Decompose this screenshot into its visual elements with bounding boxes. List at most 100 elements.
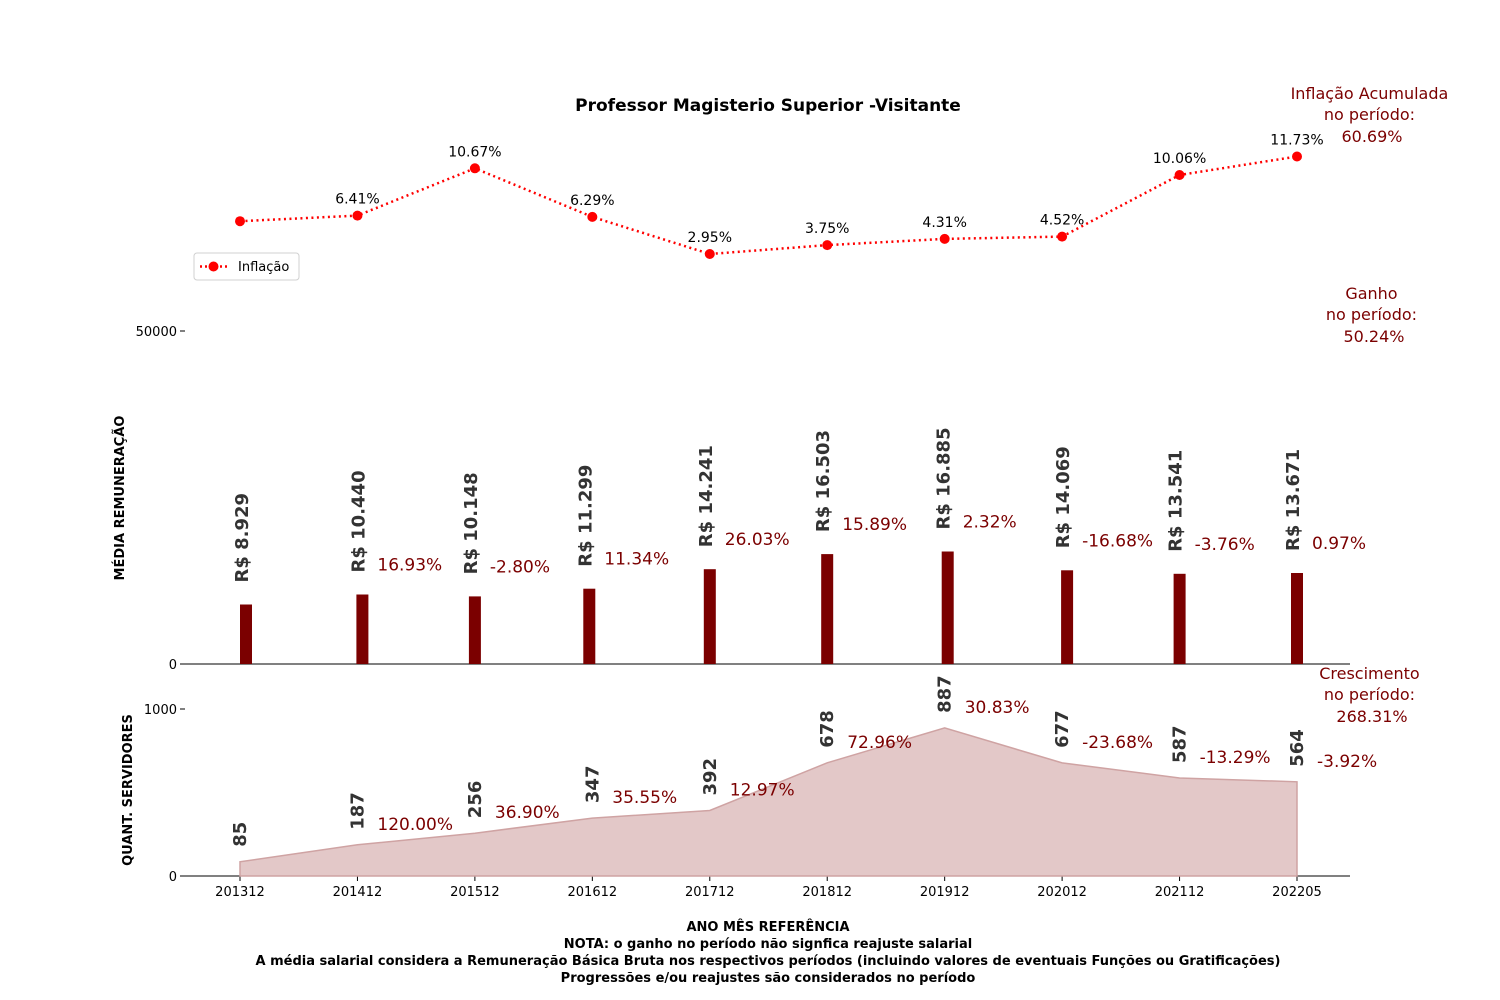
headcount-growth-label: -23.68%	[1082, 733, 1153, 753]
headcount-annotation-line-3: 268.31%	[1336, 707, 1407, 726]
inflation-data-label: 10.67%	[448, 144, 501, 160]
salary-value-label: R$ 8.929	[232, 493, 253, 583]
headcount-value-label: 587	[1170, 725, 1191, 763]
salary-value-label: R$ 13.671	[1283, 449, 1304, 551]
salary-growth-label: -2.80%	[490, 557, 550, 577]
x-tick-label: 202205	[1272, 885, 1322, 900]
headcount-growth-label: 35.55%	[612, 788, 677, 808]
headcount-value-label: 887	[935, 675, 956, 713]
inflation-data-label: 11.73%	[1270, 133, 1323, 149]
salary-growth-label: -3.76%	[1195, 535, 1255, 555]
inflation-annotation-line-2: no período:	[1324, 105, 1415, 124]
salary-growth-label: -16.68%	[1082, 531, 1153, 551]
headcount-value-label: 678	[817, 710, 838, 748]
salary-value-label: R$ 14.069	[1053, 446, 1074, 548]
inflation-point	[352, 210, 363, 221]
salary-value-label: R$ 13.541	[1166, 450, 1187, 552]
salary-bar	[356, 594, 369, 664]
x-tick-label: 202112	[1155, 885, 1205, 900]
salary-annotation: Ganho no período: 50.24%	[1326, 284, 1422, 346]
headcount-growth-label: -3.92%	[1317, 752, 1377, 772]
x-tick-label: 201412	[333, 885, 383, 900]
headcount-annotation-line-2: no período:	[1324, 685, 1415, 704]
headcount-growth-label: 36.90%	[495, 803, 560, 823]
salary-growth-label: 16.93%	[377, 556, 442, 576]
inflation-data-label: 10.06%	[1153, 151, 1206, 167]
salary-bar	[941, 551, 954, 664]
salary-bar	[1291, 573, 1303, 664]
headcount-value-label: 347	[582, 766, 603, 804]
headcount-y-axis-label: QUANT. SERVIDORES	[121, 714, 136, 866]
salary-growth-label: 11.34%	[604, 550, 669, 570]
headcount-growth-label: 12.97%	[730, 781, 795, 801]
salary-y-tick-label: 50000	[136, 325, 177, 340]
inflation-annotation-line-1: Inflação Acumulada	[1291, 84, 1449, 103]
salary-bar	[1173, 573, 1186, 664]
x-tick-label: 201812	[802, 885, 852, 900]
headcount-growth-label: -13.29%	[1200, 748, 1271, 768]
inflation-data-label: 6.29%	[570, 193, 614, 209]
inflation-point	[822, 240, 833, 251]
x-tick-label: 201512	[450, 885, 500, 900]
legend-label: Inflação	[238, 260, 289, 275]
salary-value-label: R$ 10.440	[348, 470, 369, 572]
x-tick-label: 201912	[920, 885, 970, 900]
inflation-annotation: Inflação Acumulada no período: 60.69%	[1291, 84, 1454, 146]
headcount-value-label: 564	[1287, 729, 1308, 767]
note-line-3: Progressões e/ou reajustes são considera…	[561, 971, 976, 986]
salary-growth-label: 0.97%	[1312, 534, 1366, 554]
inflation-point	[235, 216, 245, 227]
salary-annotation-line-3: 50.24%	[1343, 327, 1404, 346]
headcount-area-fill	[239, 727, 1298, 877]
legend-box	[193, 252, 300, 281]
salary-axes: 0 50000	[136, 325, 1350, 673]
headcount-value-label: 677	[1052, 710, 1073, 748]
salary-annotation-line-1: Ganho	[1345, 284, 1397, 303]
salary-bar	[1061, 570, 1074, 664]
salary-growth-label: 26.03%	[725, 530, 790, 550]
salary-bar	[703, 569, 716, 664]
salary-y-axis-label: MÉDIA REMUNERAÇÃO	[112, 416, 128, 581]
salary-value-label: R$ 16.503	[813, 430, 834, 532]
inflation-point	[587, 211, 598, 222]
legend-marker	[208, 261, 219, 272]
inflation-point	[1174, 170, 1185, 180]
inflation-legend: Inflação	[193, 252, 300, 281]
inflation-panel: 6.41% 10.67% 6.29% 2.95% 3.75% 4.31% 4.52% 10.0…	[235, 133, 1324, 259]
inflation-data-label: 2.95%	[688, 230, 732, 246]
inflation-line	[239, 155, 1298, 256]
inflation-point	[704, 249, 715, 259]
x-tick-label: 201712	[685, 885, 735, 900]
headcount-value-label: 85	[230, 822, 251, 847]
x-tick-label: 201312	[215, 885, 265, 900]
headcount-annotation-line-1: Crescimento	[1319, 664, 1419, 683]
note-line-1: NOTA: o ganho no período não signfica re…	[564, 937, 972, 952]
inflation-annotation-line-3: 60.69%	[1341, 127, 1402, 146]
salary-value-label: R$ 16.885	[934, 427, 955, 529]
headcount-y-tick-label: 0	[169, 870, 177, 885]
salary-growth-label: 2.32%	[963, 513, 1017, 533]
x-axis-label: ANO MÊS REFERÊNCIA	[686, 919, 849, 935]
salary-bar	[468, 596, 481, 664]
salary-value-label: R$ 11.299	[575, 465, 596, 567]
headcount-annotation: Crescimento no período: 268.31%	[1319, 664, 1425, 726]
salary-annotation-line-2: no período:	[1326, 305, 1417, 324]
headcount-growth-label: 120.00%	[377, 815, 453, 835]
note-line-2: A média salarial considera a Remuneração…	[256, 954, 1281, 969]
x-tick-label: 201612	[568, 885, 618, 900]
salary-bar	[821, 554, 834, 664]
salary-value-label: R$ 14.241	[696, 445, 717, 547]
headcount-growth-label: 30.83%	[965, 698, 1030, 718]
salary-bar	[583, 588, 596, 664]
inflation-data-label: 4.31%	[922, 215, 966, 231]
inflation-point	[1057, 231, 1068, 242]
headcount-growth-label: 72.96%	[847, 733, 912, 753]
salary-y-tick-label: 0	[169, 658, 177, 673]
headcount-value-label: 256	[465, 781, 486, 819]
headcount-area: 85 187 120.00% 256 36.90% 347 35.55% 392 12.97% 6…	[230, 675, 1377, 877]
inflation-point	[1292, 151, 1302, 162]
inflation-data-label: 6.41%	[335, 192, 379, 208]
salary-bars: R$ 8.929 R$ 10.440 16.93% R$ 10.148 -2.80% R$…	[232, 427, 1366, 664]
salary-value-label: R$ 10.148	[461, 472, 482, 574]
